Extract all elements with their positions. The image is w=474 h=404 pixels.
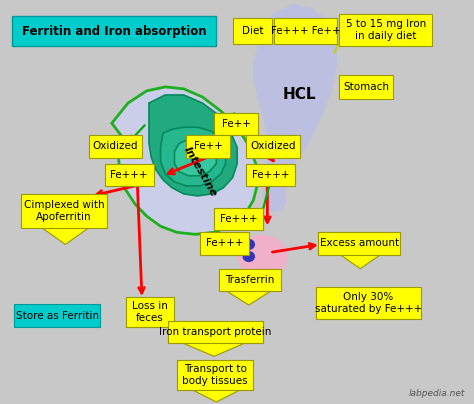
FancyBboxPatch shape (89, 135, 142, 158)
FancyBboxPatch shape (219, 269, 281, 291)
FancyBboxPatch shape (233, 18, 272, 44)
FancyBboxPatch shape (126, 297, 174, 327)
Text: Loss in
feces: Loss in feces (132, 301, 168, 323)
Text: labpedia.net: labpedia.net (408, 389, 465, 398)
Polygon shape (337, 252, 383, 269)
FancyBboxPatch shape (274, 18, 337, 44)
Text: Ferritin and Iron absorption: Ferritin and Iron absorption (22, 25, 207, 38)
Text: Oxidized: Oxidized (92, 141, 138, 152)
Text: Fe+++: Fe+++ (219, 214, 257, 224)
Polygon shape (174, 139, 216, 176)
FancyBboxPatch shape (214, 208, 263, 230)
FancyBboxPatch shape (200, 232, 249, 255)
Text: Oxidized: Oxidized (250, 141, 296, 152)
Text: Intestine: Intestine (182, 145, 219, 198)
FancyBboxPatch shape (105, 164, 154, 186)
Polygon shape (179, 341, 249, 356)
Text: Fe++: Fe++ (221, 119, 250, 129)
Text: Fe+++: Fe+++ (110, 170, 148, 180)
Text: HCL: HCL (283, 87, 317, 103)
FancyBboxPatch shape (186, 135, 230, 158)
Text: Excess amount: Excess amount (319, 238, 399, 248)
Polygon shape (40, 226, 91, 244)
Text: 5 to 15 mg Iron
in daily diet: 5 to 15 mg Iron in daily diet (346, 19, 426, 41)
Circle shape (243, 252, 255, 261)
Polygon shape (189, 388, 244, 402)
FancyBboxPatch shape (177, 360, 254, 390)
Polygon shape (254, 4, 337, 212)
FancyBboxPatch shape (167, 321, 263, 343)
Text: Stomach: Stomach (343, 82, 389, 92)
Text: Only 30%
saturated by Fe+++: Only 30% saturated by Fe+++ (315, 292, 422, 314)
FancyBboxPatch shape (246, 164, 295, 186)
FancyBboxPatch shape (316, 287, 420, 319)
FancyBboxPatch shape (12, 16, 216, 46)
Text: Cimplexed with
Apoferritin: Cimplexed with Apoferritin (24, 200, 105, 222)
Polygon shape (223, 289, 274, 305)
FancyBboxPatch shape (339, 14, 432, 46)
Polygon shape (112, 87, 258, 234)
Text: Trasferrin: Trasferrin (225, 275, 274, 285)
Text: Fe+++: Fe+++ (252, 170, 290, 180)
FancyBboxPatch shape (214, 113, 258, 135)
FancyBboxPatch shape (339, 75, 393, 99)
Circle shape (238, 236, 287, 278)
Text: Transport to
body tissues: Transport to body tissues (182, 364, 248, 385)
Polygon shape (161, 127, 226, 186)
FancyBboxPatch shape (14, 304, 100, 327)
Text: Iron transport protein: Iron transport protein (159, 327, 271, 337)
Text: Store as Ferritin: Store as Ferritin (16, 311, 99, 320)
FancyBboxPatch shape (246, 135, 300, 158)
Circle shape (243, 240, 255, 249)
Text: Fe+++: Fe+++ (206, 238, 243, 248)
Text: Fe++: Fe++ (194, 141, 223, 152)
Polygon shape (149, 95, 237, 196)
Text: Fe+++ Fe++: Fe+++ Fe++ (271, 26, 340, 36)
FancyBboxPatch shape (319, 232, 400, 255)
Text: Diet: Diet (242, 26, 263, 36)
FancyBboxPatch shape (21, 194, 107, 228)
